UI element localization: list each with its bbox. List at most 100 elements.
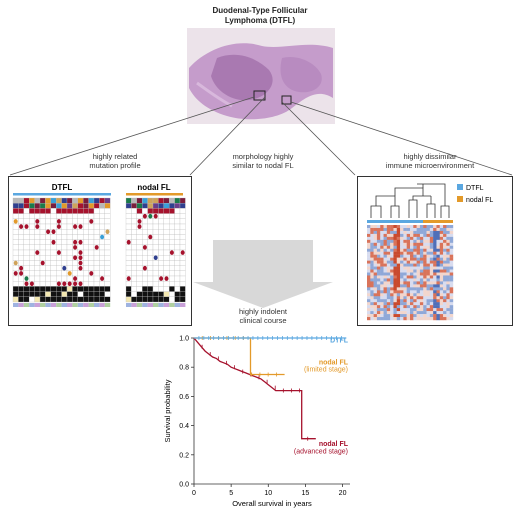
mutation-cell (40, 303, 46, 307)
heatmap-cell (419, 281, 424, 285)
mutation-cell (179, 286, 186, 292)
heatmap-cell (393, 227, 397, 232)
heatmap-cell (439, 302, 444, 306)
heatmap-cell (393, 269, 397, 273)
mutation-cell (152, 239, 159, 245)
heatmap-cell (433, 296, 437, 300)
mutation-cell (131, 218, 137, 225)
heatmap-cell (436, 311, 440, 315)
series-label: (limited stage) (304, 367, 348, 374)
heatmap-cell (367, 311, 371, 315)
heatmap-cell (396, 260, 401, 264)
heatmap-cell (433, 225, 437, 229)
mutation-cell (23, 203, 30, 209)
heatmap-cell (400, 251, 404, 255)
mutation-cell (39, 203, 46, 209)
heatmap-cell (390, 263, 394, 267)
mutation-cell (18, 255, 24, 261)
heatmap-cell (403, 263, 407, 267)
heatmap-cell (386, 245, 391, 249)
mutation-cell (50, 281, 57, 287)
heatmap-cell (376, 248, 381, 252)
heatmap-cell (410, 287, 414, 291)
mutation-cell (179, 275, 186, 282)
mutation-cell (77, 270, 84, 277)
heatmap-cell (429, 260, 434, 264)
heatmap-cell (400, 308, 404, 312)
mutation-cell (180, 303, 186, 307)
mutation-cell (56, 239, 62, 245)
heatmap-cell (393, 290, 397, 294)
heatmap-cell (367, 225, 371, 229)
heatmap-cell (386, 263, 391, 267)
heatmap-cell (400, 287, 404, 291)
heatmap-cell (393, 317, 397, 321)
mutation-cell (147, 303, 153, 307)
mutation-cell (23, 234, 30, 240)
heatmap-cell (436, 308, 440, 312)
mutation-cell (45, 275, 51, 282)
mutation-cell (136, 296, 143, 303)
heatmap-cell (367, 272, 371, 276)
heatmap-cell (443, 290, 447, 294)
mutation-cell (66, 213, 73, 219)
heatmap-cell (367, 248, 371, 252)
heatmap-cell (393, 236, 397, 241)
heatmap-cell (410, 248, 414, 252)
heatmap-cell (416, 296, 421, 300)
mutation-cell (18, 229, 24, 235)
mutation-cell (136, 208, 143, 214)
heatmap-cell (370, 225, 374, 229)
heatmap-cell (367, 269, 371, 273)
heatmap-cell (439, 305, 444, 309)
heatmap-cell (419, 314, 424, 318)
mutation-cell (104, 296, 111, 303)
mutation-cell (34, 281, 41, 287)
heatmap-cell (373, 233, 378, 238)
mutation-cell (45, 255, 51, 261)
mutation-cell (61, 270, 68, 277)
heatmap-cell (373, 257, 378, 261)
heatmap-cell (429, 317, 434, 321)
heatmap-cell (403, 239, 407, 244)
mutation-cell (169, 229, 175, 235)
heatmap-cell (386, 260, 391, 264)
mutation-cell (23, 265, 30, 271)
mutation-cell (179, 265, 186, 271)
mutation-cell (34, 197, 41, 204)
heatmap-cell (380, 299, 384, 303)
heatmap-cell (439, 293, 444, 297)
mutation-cell (56, 203, 62, 209)
heatmap-cell (380, 302, 384, 306)
heatmap-cell (429, 248, 434, 252)
heatmap-cell (373, 299, 378, 303)
mutation-cell (99, 218, 105, 225)
heatmap-cell (396, 233, 401, 238)
heatmap-cell (413, 254, 417, 258)
mutation-cell (93, 249, 100, 256)
y-tick-label: 1.0 (179, 336, 189, 343)
heatmap-cell (423, 251, 427, 255)
heatmap-cell (410, 311, 414, 315)
heatmap-cell (439, 225, 444, 229)
mutation-cell (34, 208, 41, 214)
mutation-cell (72, 208, 78, 214)
heatmap-cell (436, 242, 440, 246)
heatmap-cell (400, 236, 404, 241)
heatmap-cell (419, 254, 424, 258)
heatmap-cell (433, 317, 437, 321)
mutation-cell (152, 296, 159, 303)
heatmap-cell (429, 254, 434, 258)
heatmap-cell (423, 269, 427, 273)
heatmap-cell (413, 227, 417, 232)
heatmap-cell (446, 230, 450, 235)
y-tick-label: 0.4 (179, 423, 189, 430)
heatmap-cell (436, 269, 440, 273)
heatmap-cell (449, 251, 454, 255)
heatmap-cell (413, 272, 417, 276)
mutation-cell (18, 213, 24, 219)
mutation-cell (179, 239, 186, 245)
mutation-dot (164, 276, 169, 281)
mutation-cell (12, 234, 19, 240)
mutation-dot (62, 265, 67, 271)
